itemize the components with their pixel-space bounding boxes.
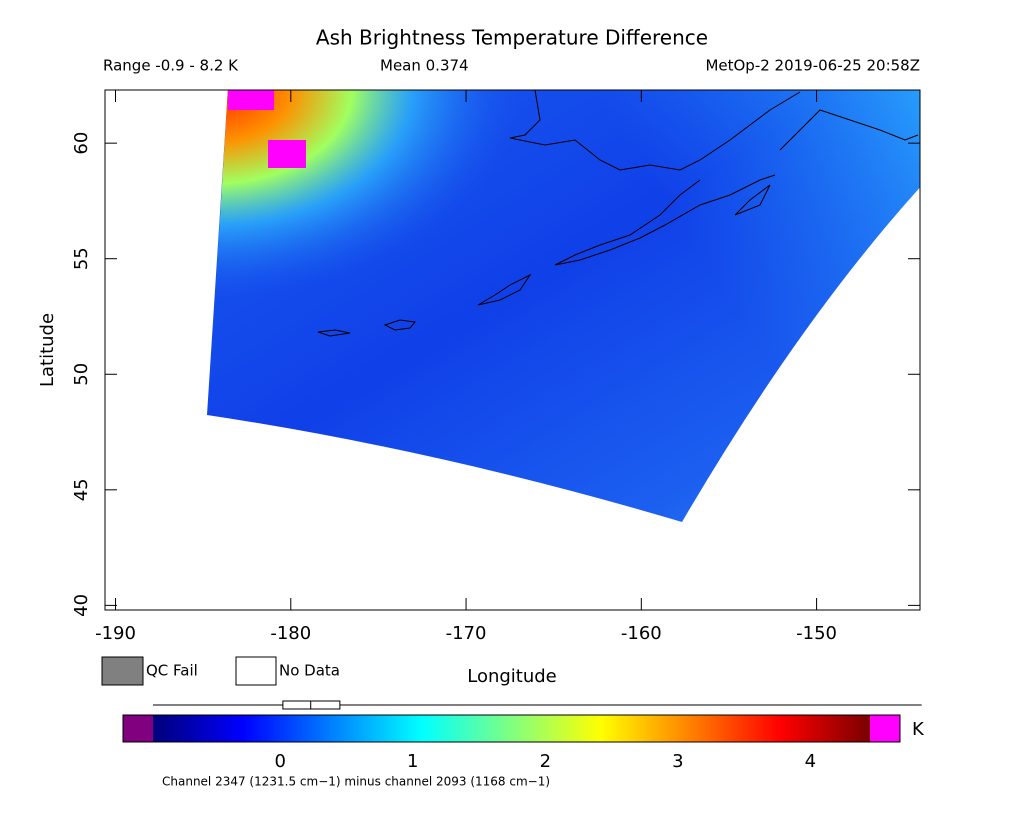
coastline	[317, 90, 919, 337]
colorbar-tick-label: 0	[275, 751, 286, 772]
colorbar-frame	[122, 714, 901, 743]
range-label: Range -0.9 - 8.2 K	[103, 57, 239, 75]
colorbar	[153, 715, 870, 742]
y-tick-label: 40	[71, 594, 92, 617]
colorbar-unit: K	[912, 719, 925, 740]
x-tick-label: -190	[95, 623, 136, 644]
legend-swatch	[235, 656, 277, 686]
source-label: MetOp-2 2019-06-25 20:58Z	[705, 57, 920, 75]
x-tick-label: -160	[621, 623, 662, 644]
y-axis-label: Latitude	[37, 313, 58, 387]
swath-saturated	[228, 90, 274, 110]
colorbar-tick-label: 4	[805, 751, 816, 772]
colorbar-tick-label: 2	[540, 751, 551, 772]
legend-label: No Data	[279, 662, 340, 680]
legend-swatch	[101, 656, 144, 686]
colorbar-caption: Channel 2347 (1231.5 cm−1) minus channel…	[162, 775, 550, 789]
swath	[207, 90, 920, 522]
x-tick-label: -180	[270, 623, 311, 644]
colorbar-under	[123, 715, 153, 742]
y-tick-label: 45	[71, 478, 92, 501]
colorbar-tick-label: 1	[407, 751, 418, 772]
chart-title: Ash Brightness Temperature Difference	[316, 26, 708, 50]
mean-label: Mean 0.374	[380, 57, 469, 75]
y-tick-label: 50	[71, 363, 92, 386]
x-tick-label: -150	[796, 623, 837, 644]
x-axis-label: Longitude	[467, 666, 557, 687]
plot-frame	[104, 89, 921, 611]
y-tick-label: 55	[71, 247, 92, 270]
y-tick-label: 60	[71, 132, 92, 155]
x-tick-label: -170	[446, 623, 487, 644]
colorbar-tick-label: 3	[672, 751, 683, 772]
swath-saturated	[268, 140, 306, 168]
legend-label: QC Fail	[146, 662, 198, 680]
box	[282, 700, 341, 710]
colorbar-over	[870, 715, 900, 742]
